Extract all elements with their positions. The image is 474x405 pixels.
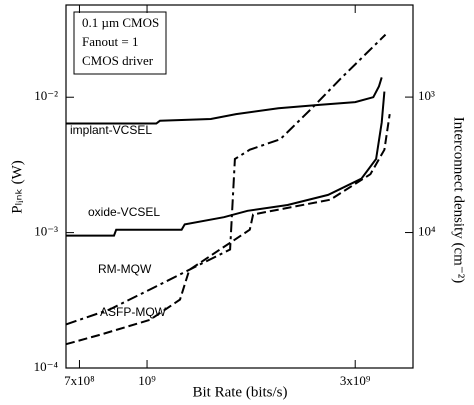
y-tick-label: 10⁻³ [34, 224, 58, 239]
x-tick-label: 10⁹ [138, 373, 156, 388]
y-tick-label: 10⁻⁴ [34, 359, 59, 374]
y-axis-label: Pₗᵢₙₖ (W) [9, 160, 25, 214]
x-axis-label: Bit Rate (bits/s) [193, 384, 288, 400]
series-line [65, 113, 391, 346]
annotation: Fanout = 1 [82, 34, 138, 49]
annotation-box [73, 11, 167, 75]
series-label: oxide-VCSEL [88, 205, 160, 219]
annotation: CMOS driver [82, 53, 154, 68]
series-label: ASFP-MQW [100, 305, 167, 319]
y2-tick-label: 10⁴ [418, 224, 436, 239]
annotation: 0.1 µm CMOS [82, 15, 159, 30]
series-label: implant-VCSEL [70, 123, 152, 137]
series-line [66, 77, 383, 125]
series-label: RM-MQW [98, 262, 152, 276]
series-line [65, 33, 387, 326]
y-tick-label: 10⁻² [34, 88, 58, 103]
plot-frame [65, 4, 414, 369]
y2-axis-label: Interconnect density (cm⁻²) [451, 117, 467, 284]
series-line [66, 91, 386, 237]
x-tick-label: 7x10⁸ [64, 373, 95, 388]
x-tick-label: 3x10⁹ [340, 373, 371, 388]
y2-tick-label: 10³ [418, 88, 435, 103]
